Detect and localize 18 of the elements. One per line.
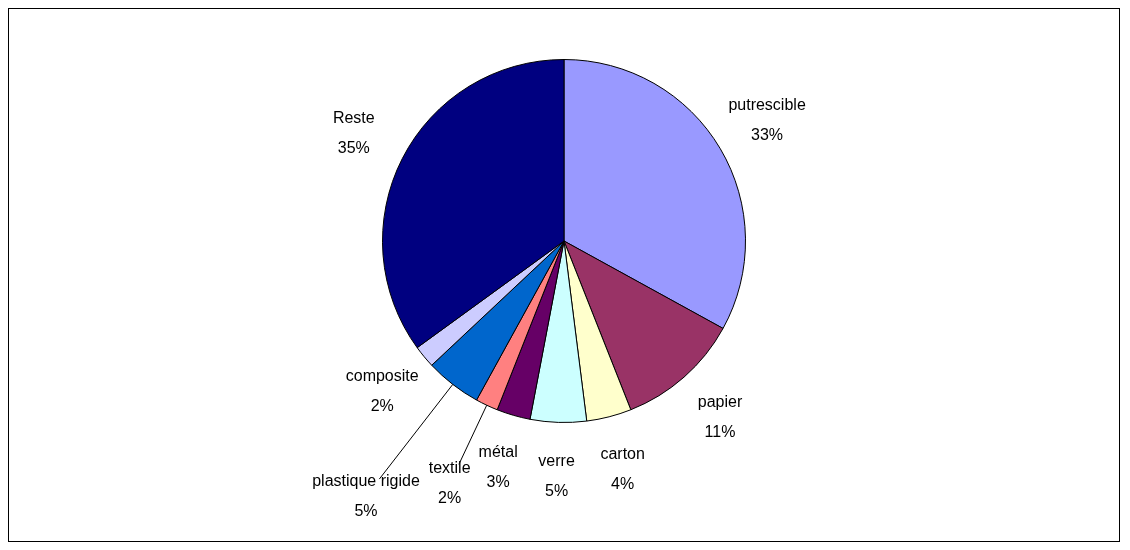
slice-label: putrescible: [728, 96, 806, 114]
slice-label: papier: [697, 393, 743, 411]
slice-label: Reste: [332, 109, 375, 127]
data-label: 2%: [370, 396, 394, 414]
data-label: 35%: [337, 139, 370, 157]
data-label: 2%: [438, 489, 462, 507]
data-label: 3%: [486, 472, 510, 490]
slice-label: métal: [478, 442, 518, 460]
slice-label: plastique rigide: [312, 471, 420, 489]
data-label: 33%: [751, 126, 784, 144]
data-label: 11%: [704, 423, 736, 441]
data-label: 5%: [354, 501, 378, 519]
data-label: 4%: [611, 474, 635, 492]
slice-label: carton: [600, 444, 645, 462]
slice-label: composite: [345, 366, 419, 384]
slice-label: textile: [428, 459, 471, 477]
data-label: 5%: [545, 482, 569, 500]
slice-label: verre: [538, 452, 575, 470]
